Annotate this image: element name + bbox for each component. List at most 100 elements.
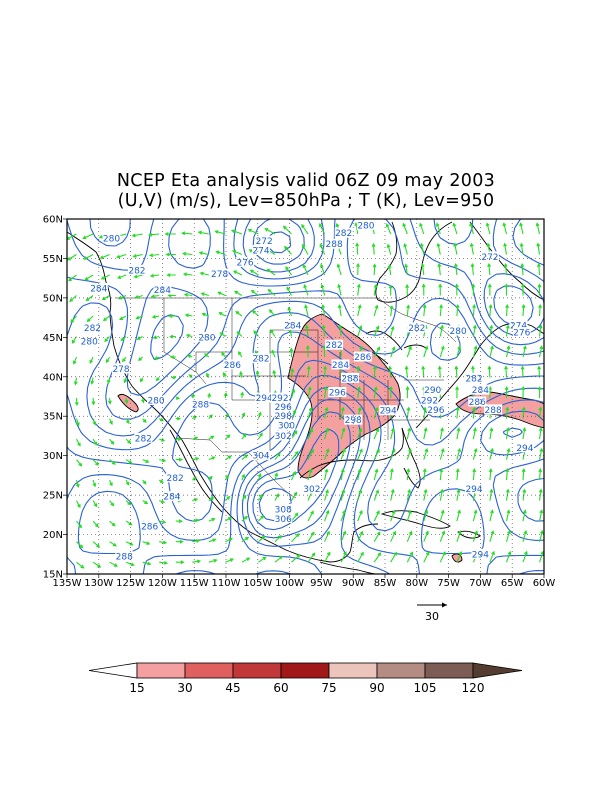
wind-vector: [538, 468, 543, 481]
contour-label: 282: [408, 324, 425, 334]
lon-tick-label: 70W: [469, 578, 492, 589]
wind-vector: [406, 345, 412, 358]
wind-vector: [198, 251, 209, 256]
contour-label-bg: [83, 322, 102, 333]
wind-vector: [372, 365, 377, 378]
contour-label-bg: [449, 325, 468, 336]
wind-vector: [76, 561, 85, 569]
wind-vector: [91, 398, 96, 406]
wind-vector: [188, 374, 193, 379]
wind-vector: [67, 233, 77, 240]
wind-vector: [148, 232, 160, 237]
wind-vector: [109, 418, 113, 425]
wind-vector: [438, 283, 443, 296]
wind-vector: [120, 336, 127, 342]
wind-vector: [419, 222, 425, 235]
lon-tick-label: 110W: [212, 578, 241, 589]
wind-vector: [192, 415, 198, 420]
wind-vector: [336, 263, 342, 276]
contour-label-bg: [271, 392, 290, 403]
lon-tick-label: 65W: [501, 578, 524, 589]
colorbar-label: 45: [225, 681, 240, 695]
contour-label-bg: [465, 483, 484, 494]
contour-label: 284: [90, 284, 107, 294]
wind-vector: [388, 284, 393, 296]
contour-label-bg: [210, 268, 229, 279]
wind-vector: [175, 519, 183, 524]
wind-vector: [373, 510, 380, 522]
colorbar-segment: [424, 662, 474, 679]
lon-tick-label: 75W: [437, 578, 460, 589]
contour-label-bg: [236, 256, 255, 267]
wind-vector: [489, 345, 494, 358]
wind-vector: [423, 509, 429, 522]
contour-line: [67, 374, 544, 574]
wind-vector: [340, 427, 346, 440]
wind-vector: [456, 488, 461, 501]
wind-vector: [389, 385, 393, 399]
contour-label-bg: [134, 432, 153, 443]
wind-vector: [519, 242, 524, 255]
wind-vector: [247, 228, 259, 235]
wind-vector: [167, 293, 176, 298]
wind-vector: [538, 324, 543, 337]
wind-vector: [421, 365, 426, 378]
contour-line: [67, 219, 544, 420]
wind-vector: [439, 488, 444, 501]
lon-tick-label: 95W: [310, 578, 333, 589]
wind-vector: [406, 509, 412, 522]
wind-vector: [489, 427, 494, 440]
contour-label: 298: [275, 412, 292, 422]
contour-label-bg: [274, 430, 293, 441]
wind-vector: [158, 417, 165, 422]
wind-vector: [406, 304, 411, 317]
colorbar-label: 15: [129, 681, 144, 695]
contour-label: 284: [284, 322, 301, 332]
wind-vector: [373, 346, 380, 358]
wind-vector: [402, 222, 408, 235]
wind-vector: [186, 354, 193, 358]
wind-vector: [76, 541, 84, 549]
wind-vector: [469, 242, 474, 255]
wind-vector: [337, 304, 342, 317]
wind-vector: [504, 283, 509, 296]
wind-vector: [372, 263, 377, 276]
contour-label: 288: [326, 240, 343, 250]
wind-vector: [175, 560, 185, 565]
wind-vector: [182, 251, 193, 256]
wind-vector: [241, 473, 246, 481]
reference-vector-label: 30: [425, 610, 439, 623]
lat-tick-label: 40N: [43, 372, 63, 383]
wind-vector: [489, 550, 495, 563]
wind-vector: [373, 304, 379, 317]
wind-vector: [155, 377, 160, 382]
wind-vector: [456, 345, 462, 358]
wind-vector: [454, 365, 459, 378]
wind-vector: [208, 538, 217, 543]
wind-vector: [225, 558, 234, 563]
wind-vector: [142, 418, 147, 423]
wind-vector: [505, 530, 511, 542]
wind-vector: [504, 365, 508, 378]
wind-vector: [389, 305, 394, 317]
contour-label-bg: [251, 353, 270, 364]
wind-vector: [307, 448, 314, 460]
wind-vector: [324, 488, 329, 501]
wind-vector: [488, 303, 493, 317]
contour-label: 286: [469, 398, 486, 408]
wind-vector: [255, 370, 260, 378]
wind-vector: [67, 274, 77, 282]
wind-vector: [324, 509, 330, 522]
wind-vector: [240, 391, 245, 399]
contour-label-bg: [140, 521, 159, 532]
wind-vector: [257, 473, 262, 481]
colorbar-label: 30: [177, 681, 192, 695]
wind-vector: [169, 334, 176, 339]
wind-vector: [373, 489, 380, 501]
wind-vector: [469, 222, 474, 235]
colorbar: 15 30 45 60 75 90 105 120: [88, 662, 523, 695]
wind-vector: [109, 479, 113, 487]
wind-vector: [239, 370, 243, 378]
wind-vector: [221, 351, 226, 358]
lon-tick-label: 100W: [275, 578, 304, 589]
